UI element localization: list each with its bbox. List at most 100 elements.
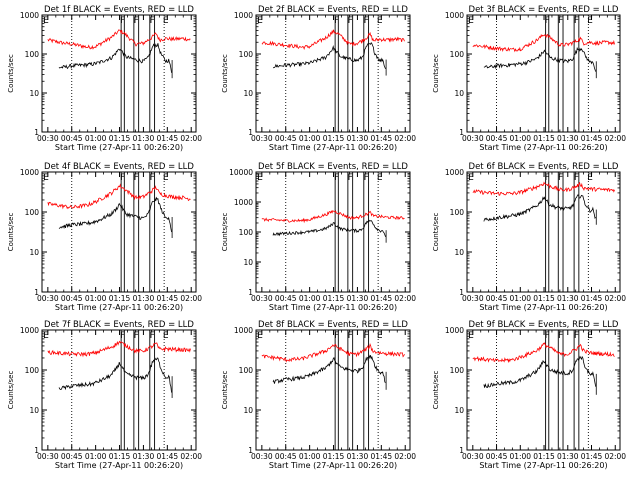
x-tick-label: 01:00 — [509, 134, 531, 143]
flag-label: E — [587, 173, 593, 183]
flag-label: F — [574, 173, 579, 183]
x-tick-label: 02:00 — [180, 294, 202, 303]
x-tick-label: 01:30 — [557, 134, 579, 143]
plot-frame — [41, 171, 197, 293]
flag-label: E — [377, 16, 383, 26]
flag-label: E — [43, 16, 49, 26]
flag-label: E — [43, 173, 49, 183]
flag-label: F — [134, 16, 139, 26]
events-series-line — [58, 43, 172, 73]
x-tick-label: 00:30 — [462, 134, 484, 143]
flag-label: F — [558, 173, 563, 183]
events-series-line — [58, 196, 172, 233]
x-tick-label: 01:15 — [109, 134, 131, 143]
y-tick-label: 1000 — [445, 11, 464, 20]
flag-label: F — [150, 331, 155, 341]
x-tick-label: 01:00 — [299, 452, 321, 461]
x-tick-label: 01:45 — [581, 294, 603, 303]
x-tick-label: 00:30 — [37, 134, 59, 143]
x-tick-label: 02:00 — [394, 452, 416, 461]
x-tick-label: 01:30 — [347, 134, 369, 143]
flag-label: F — [364, 16, 369, 26]
y-tick-label: 100 — [239, 50, 254, 59]
y-tick-label: 1000 — [234, 11, 253, 20]
plot-frame — [466, 171, 621, 293]
flag-label: E — [257, 331, 263, 341]
events-series-line — [483, 46, 597, 72]
flag-label: F — [545, 331, 550, 341]
y-tick-label: 10 — [454, 248, 464, 257]
lld-series-line — [47, 183, 191, 210]
x-tick-label: 01:15 — [323, 294, 345, 303]
events-series-line — [58, 357, 172, 393]
y-tick-label: 1 — [459, 288, 464, 297]
x-tick-label: 00:30 — [462, 294, 484, 303]
x-axis-label: Start Time (27-Apr-11 00:26:20) — [269, 303, 397, 312]
flag-label: E — [163, 173, 169, 183]
x-tick-label: 01:15 — [109, 452, 131, 461]
plot-frame — [41, 329, 197, 451]
panel-3: Det 3f BLACK = Events, RED = LLD Counts/s… — [432, 5, 626, 152]
x-tick-label: 01:00 — [299, 134, 321, 143]
flag-label: F — [348, 173, 353, 183]
x-tick-label: 01:30 — [557, 452, 579, 461]
lld-series-line — [472, 342, 615, 364]
x-tick-label: 01:45 — [581, 134, 603, 143]
flag-label: F — [334, 331, 339, 341]
flag-label: F — [348, 16, 353, 26]
panel-6: Det 6f BLACK = Events, RED = LLD Counts/s… — [432, 162, 626, 312]
x-tick-label: 00:45 — [275, 134, 297, 143]
y-tick-label: 1000 — [20, 168, 39, 177]
y-tick-label: 1 — [459, 446, 464, 455]
y-tick-label: 10000 — [229, 168, 253, 177]
x-tick-label: 00:30 — [462, 452, 484, 461]
flag-label: F — [120, 331, 125, 341]
y-tick-label: 10 — [454, 406, 464, 415]
flag-label: F — [334, 16, 339, 26]
y-tick-label: 100 — [239, 228, 254, 237]
y-tick-label: 10 — [29, 89, 39, 98]
flag-label: E — [377, 331, 383, 341]
panel-1: Det 1f BLACK = Events, RED = LLD Counts/s… — [7, 5, 202, 152]
flag-label: F — [558, 16, 563, 26]
events-series-line — [483, 355, 597, 388]
events-series-line — [272, 219, 386, 238]
x-tick-label: 01:00 — [85, 452, 107, 461]
x-tick-label: 01:30 — [133, 452, 155, 461]
x-tick-label: 00:45 — [275, 294, 297, 303]
x-tick-label: 01:00 — [509, 294, 531, 303]
y-tick-label: 100 — [25, 50, 40, 59]
y-axis-label: Counts/sec — [7, 54, 15, 93]
y-tick-label: 100 — [25, 366, 40, 375]
x-tick-label: 01:00 — [85, 134, 107, 143]
y-tick-label: 1 — [34, 128, 39, 137]
y-tick-label: 100 — [450, 208, 465, 217]
y-tick-label: 1000 — [20, 326, 39, 335]
x-axis-label: Start Time (27-Apr-11 00:26:20) — [479, 303, 607, 312]
panel-2: Det 2f BLACK = Events, RED = LLD Counts/s… — [221, 5, 416, 152]
y-tick-label: 1000 — [445, 326, 464, 335]
y-axis-label: Counts/sec — [432, 371, 440, 410]
x-axis-label: Start Time (27-Apr-11 00:26:20) — [269, 461, 397, 470]
x-tick-label: 00:30 — [37, 294, 59, 303]
x-tick-label: 01:30 — [347, 294, 369, 303]
flag-label: F — [364, 173, 369, 183]
panel-title: Det 3f BLACK = Events, RED = LLD — [469, 5, 619, 15]
x-tick-label: 01:00 — [299, 294, 321, 303]
x-tick-label: 00:45 — [486, 134, 508, 143]
panel-title: Det 1f BLACK = Events, RED = LLD — [44, 5, 194, 15]
x-tick-label: 00:45 — [61, 294, 83, 303]
y-axis-label: Counts/sec — [221, 371, 229, 410]
flag-label: F — [120, 173, 125, 183]
y-tick-label: 10 — [243, 258, 253, 267]
y-tick-label: 100 — [450, 50, 465, 59]
x-tick-label: 02:00 — [604, 452, 626, 461]
x-tick-label: 00:45 — [61, 134, 83, 143]
x-tick-label: 01:15 — [533, 134, 555, 143]
y-axis-label: Counts/sec — [221, 213, 229, 252]
y-axis-label: Counts/sec — [7, 371, 15, 410]
x-tick-label: 02:00 — [180, 134, 202, 143]
x-tick-label: 02:00 — [180, 452, 202, 461]
plot-frame — [255, 329, 411, 451]
x-tick-label: 01:15 — [323, 134, 345, 143]
